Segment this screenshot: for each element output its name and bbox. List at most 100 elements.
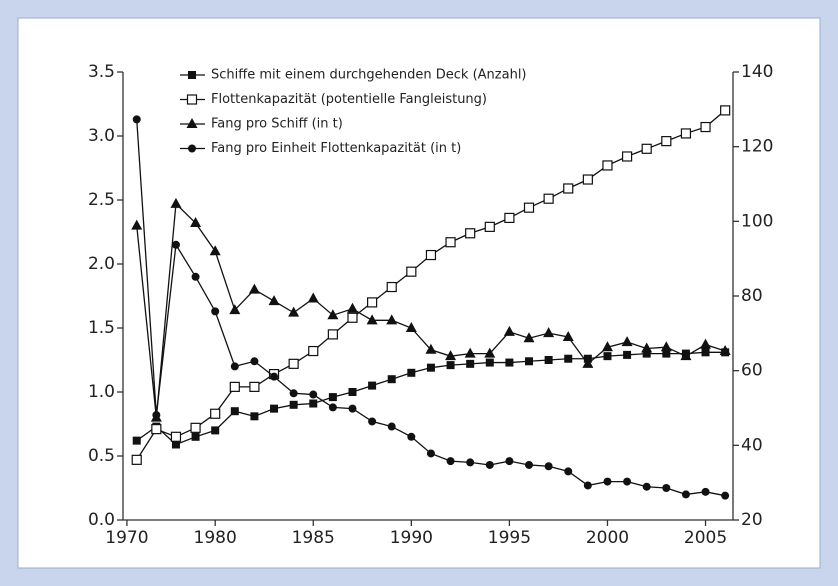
marker [485,460,494,469]
marker [642,349,651,358]
marker [661,136,672,147]
marker [425,343,437,354]
marker [288,306,300,317]
marker [347,312,358,323]
marker [152,411,161,420]
y-tick-label: 2.0 [88,254,115,274]
marker [407,432,416,441]
marker [680,350,692,361]
marker [720,105,731,116]
y-tick-label: 0.5 [88,446,115,466]
marker [211,426,220,435]
y-tick-label: 1.5 [88,318,115,338]
marker [289,400,298,409]
marker [603,352,612,361]
marker [505,457,514,466]
marker [465,228,476,239]
x-tick-label: 1985 [292,528,335,548]
marker [425,249,437,261]
marker [386,281,397,293]
marker [366,297,378,308]
marker [426,363,435,372]
marker [210,408,221,419]
marker [230,362,239,371]
marker [445,350,457,361]
marker [348,404,357,413]
marker [719,345,731,356]
marker [484,347,496,358]
marker [249,381,260,392]
marker [270,372,279,381]
marker [387,375,396,384]
panel [17,17,821,569]
legend-label: Flottenkapazität (potentielle Fangleistu… [211,92,487,107]
marker [484,221,495,232]
marker [563,183,574,194]
marker [543,193,554,204]
x-tick-label: 1970 [105,528,148,548]
marker [623,477,632,486]
marker [582,174,593,185]
y2-tick-label: 120 [741,137,773,157]
marker [407,368,416,377]
marker [662,349,671,358]
marker [582,357,594,368]
y2-tick-label: 140 [741,62,773,82]
x-tick-label: 1990 [390,528,433,548]
y2-tick-label: 20 [741,510,763,530]
marker [132,115,141,124]
y-tick-label: 3.5 [88,62,115,82]
marker [660,341,672,352]
marker [564,354,573,363]
marker [289,389,298,398]
marker [209,245,221,256]
marker [171,440,180,449]
marker [601,341,613,352]
x-tick-label: 2000 [586,528,629,548]
marker [662,484,671,492]
marker [368,417,377,426]
marker [328,393,337,402]
marker [386,314,398,325]
marker [190,217,202,228]
marker [523,332,535,343]
marker [464,347,476,358]
y2-tick-label: 40 [741,435,763,455]
marker [504,212,515,224]
marker [308,345,319,357]
marker [583,481,592,490]
y2-tick-label: 80 [741,286,763,306]
marker [485,358,494,367]
marker [307,292,319,303]
y2-tick-label: 60 [741,361,763,381]
marker [543,327,555,338]
marker [623,350,632,359]
marker [346,302,358,313]
marker [368,381,377,390]
marker [131,219,143,230]
marker [466,458,475,467]
marker [602,160,613,171]
marker [268,295,280,306]
marker [328,403,337,412]
marker [186,118,198,128]
y-tick-label: 0.0 [88,510,115,530]
marker [701,487,710,496]
marker [327,329,338,340]
marker [681,490,690,499]
marker [248,283,260,294]
marker [170,197,182,208]
y-tick-label: 3.0 [88,126,115,146]
marker [327,309,339,320]
marker [186,94,198,105]
marker [621,151,633,162]
marker [132,436,141,445]
marker [426,449,435,458]
marker [642,482,651,491]
y-tick-label: 1.0 [88,382,115,402]
marker [131,454,142,465]
x-tick-label: 1980 [194,528,237,548]
legend-label: Schiffe mit einem durchgehenden Deck (An… [211,68,527,83]
